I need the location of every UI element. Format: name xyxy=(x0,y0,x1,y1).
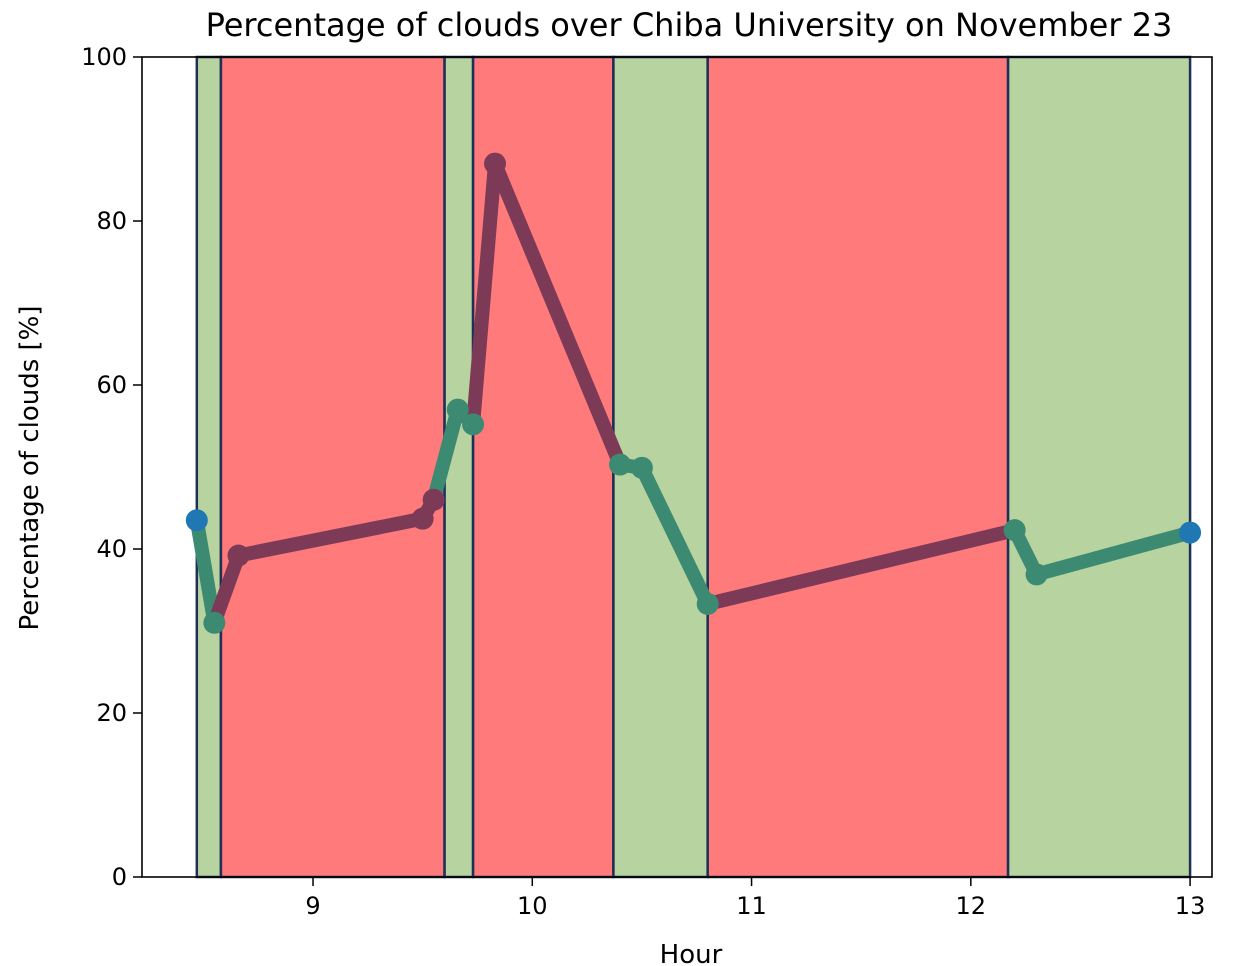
data-point-1 xyxy=(185,509,208,532)
y-axis: 0 20 40 60 80 100 xyxy=(81,43,142,891)
bands-layer xyxy=(195,55,1192,879)
plot-frame xyxy=(141,56,1213,878)
data-point-8 xyxy=(484,152,507,175)
line-segment-8 xyxy=(488,156,627,472)
line-segment-1 xyxy=(189,513,222,630)
data-point-13 xyxy=(1025,563,1048,586)
line-segment-2 xyxy=(207,548,246,630)
x-tick-label-10: 10 xyxy=(517,892,548,920)
line-segment-11 xyxy=(700,523,1022,611)
y-tick-label-100: 100 xyxy=(81,43,127,71)
data-point-12 xyxy=(1003,519,1026,542)
band-cloudy-6 xyxy=(706,55,1010,879)
band-cloudy-2 xyxy=(219,55,446,879)
data-point-6 xyxy=(446,398,469,421)
y-tick-label-0: 0 xyxy=(112,863,127,891)
data-point-2 xyxy=(203,611,226,634)
line-segment-10 xyxy=(634,460,715,611)
points-layer xyxy=(185,152,1202,634)
data-point-14 xyxy=(1179,521,1202,544)
line-segment-7 xyxy=(466,156,503,432)
data-point-11 xyxy=(696,592,719,615)
y-tick-label-40: 40 xyxy=(96,535,127,563)
line-segment-13 xyxy=(1029,525,1198,582)
line-segment-5 xyxy=(426,402,465,507)
data-point-5 xyxy=(422,488,445,511)
y-tick-label-80: 80 xyxy=(96,207,127,235)
chart-title: Percentage of clouds over Chiba Universi… xyxy=(206,6,1173,44)
x-tick-label-11: 11 xyxy=(736,892,767,920)
x-axis: 9 10 11 12 13 xyxy=(305,877,1205,920)
line-segment-3 xyxy=(231,511,430,563)
x-tick-label-12: 12 xyxy=(956,892,987,920)
band-clear-7 xyxy=(1006,55,1192,879)
data-point-10 xyxy=(630,456,653,479)
data-point-7 xyxy=(462,413,485,436)
x-tick-label-9: 9 xyxy=(305,892,320,920)
data-point-3 xyxy=(227,544,250,567)
y-tick-label-20: 20 xyxy=(96,699,127,727)
y-axis-label: Percentage of clouds [%] xyxy=(15,305,45,630)
data-point-9 xyxy=(608,453,631,476)
x-axis-label: Hour xyxy=(660,940,723,966)
band-clear-1 xyxy=(195,55,223,879)
data-point-4 xyxy=(411,507,434,530)
x-tick-label-13: 13 xyxy=(1175,892,1206,920)
y-tick-label-60: 60 xyxy=(96,371,127,399)
